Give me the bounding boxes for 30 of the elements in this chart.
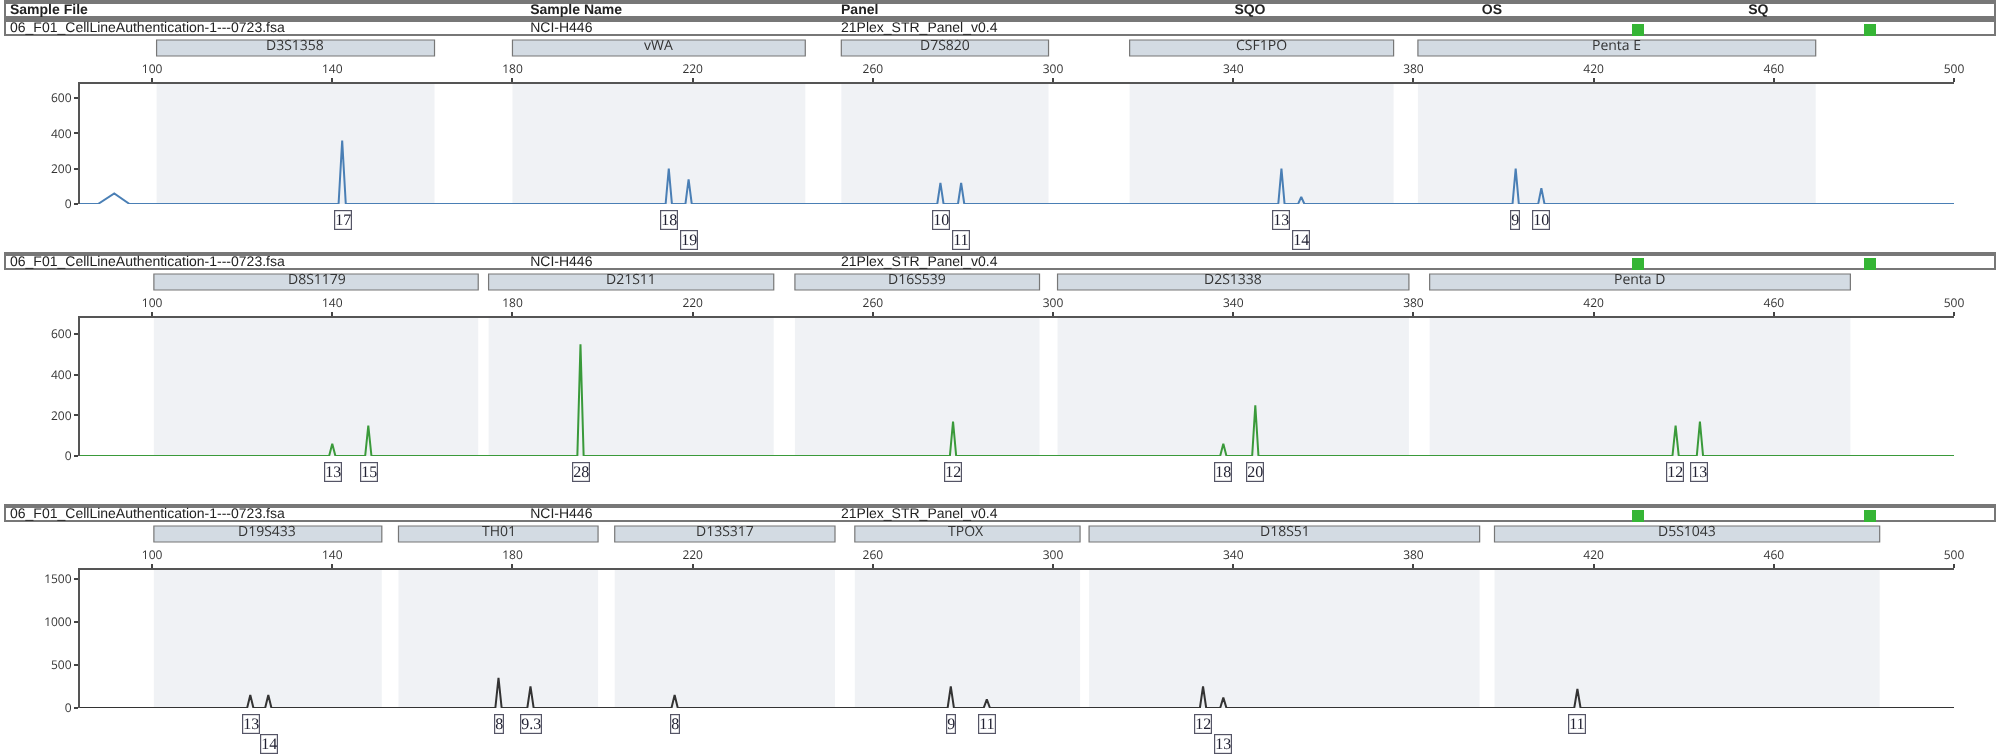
line-series <box>80 343 1954 456</box>
annotation: 13 <box>243 715 260 734</box>
annotation: 20 <box>1247 463 1264 482</box>
annotation: 11 <box>979 715 995 734</box>
annotation: 11 <box>1569 715 1585 734</box>
annotation: 18 <box>661 211 678 230</box>
line-series <box>80 139 1954 204</box>
annotation: 9 <box>947 715 956 734</box>
annotation: 13 <box>1273 211 1290 230</box>
annotation: 8 <box>671 715 680 734</box>
annotation: 11 <box>953 231 969 250</box>
annotation: 14 <box>261 735 278 754</box>
annotation: 13 <box>1691 463 1708 482</box>
annotation: 18 <box>1215 463 1232 482</box>
annotation: 13 <box>1215 735 1232 754</box>
line-series <box>80 676 1954 708</box>
annotation: 12 <box>1195 715 1212 734</box>
annotation: 9 <box>1511 211 1520 230</box>
annotation: 9.3 <box>521 715 542 734</box>
annotation: 15 <box>361 463 378 482</box>
annotation: 13 <box>325 463 342 482</box>
annotation: 14 <box>1293 231 1310 250</box>
annotation: 19 <box>681 231 698 250</box>
annotation: 10 <box>1533 211 1550 230</box>
annotation: 12 <box>1667 463 1684 482</box>
annotation: 12 <box>945 463 962 482</box>
annotation: 17 <box>335 211 352 230</box>
annotation: 8 <box>495 715 504 734</box>
annotation: 28 <box>573 463 590 482</box>
annotation: 10 <box>933 211 950 230</box>
